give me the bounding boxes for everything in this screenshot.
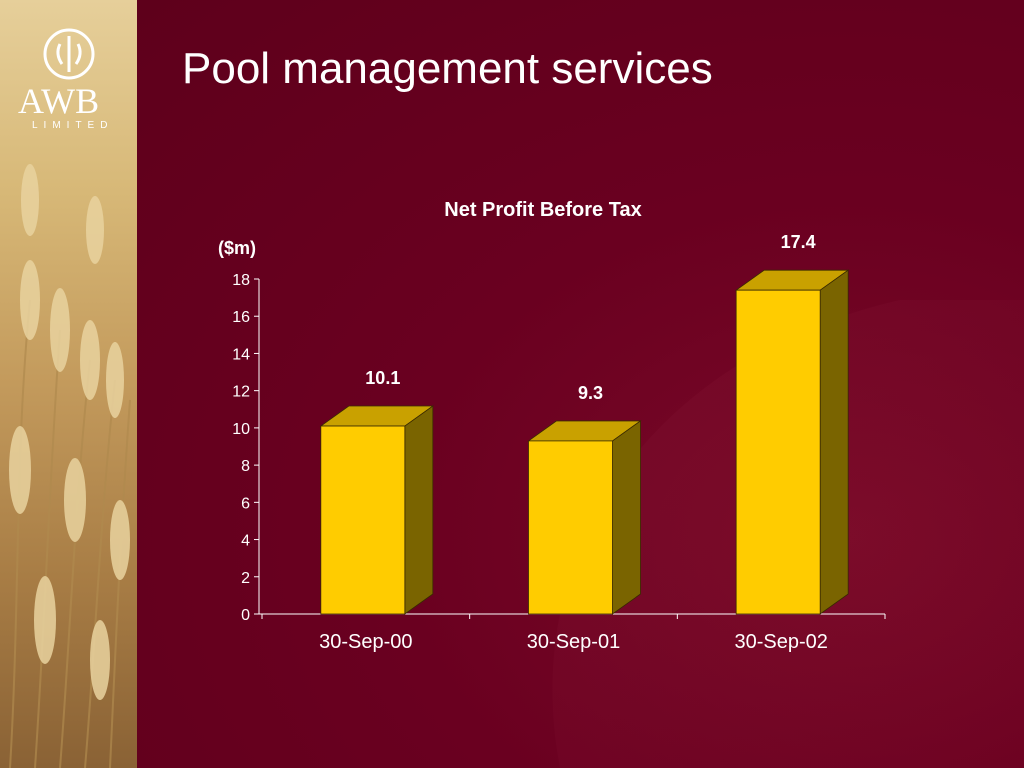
slide-title: Pool management services [182, 44, 713, 93]
y-tick-label: 8 [241, 458, 250, 475]
y-tick-label: 18 [232, 272, 250, 289]
y-tick-label: 2 [241, 570, 250, 587]
awb-logo: AWB LIMITED [10, 14, 128, 134]
x-tick-label: 30-Sep-02 [734, 631, 827, 653]
logo-subtext: LIMITED [32, 120, 114, 131]
data-label: 9.3 [578, 383, 603, 403]
y-tick-label: 6 [241, 495, 250, 512]
x-tick-label: 30-Sep-00 [319, 631, 412, 653]
wheat-field-image [0, 0, 137, 768]
bar-side-face [819, 269, 849, 615]
bar [528, 440, 613, 615]
x-tick-label: 30-Sep-01 [527, 631, 620, 653]
chart-title: Net Profit Before Tax [444, 199, 641, 221]
bar [735, 289, 821, 615]
bar-side-face [612, 420, 641, 615]
data-label: 10.1 [365, 368, 400, 388]
y-tick-label: 10 [232, 421, 250, 438]
y-tick-label: 12 [232, 384, 250, 401]
bar-side-face [404, 405, 434, 615]
bar [320, 425, 406, 615]
wheat-stalks [9, 164, 131, 768]
y-tick-label: 0 [241, 607, 250, 624]
logo-wordmark: AWB [18, 81, 100, 121]
data-label: 17.4 [781, 232, 816, 252]
plot-area: 0 2 4 6 8 10 12 14 16 18 10.1 30-Sep-00 9.3 30-Sep-01… [232, 232, 886, 653]
y-axis-unit-label: ($m) [218, 238, 256, 258]
y-tick-label: 16 [232, 309, 250, 326]
y-tick-label: 14 [232, 346, 250, 363]
y-tick-label: 4 [241, 533, 250, 550]
awb-logo-mark [43, 28, 95, 80]
